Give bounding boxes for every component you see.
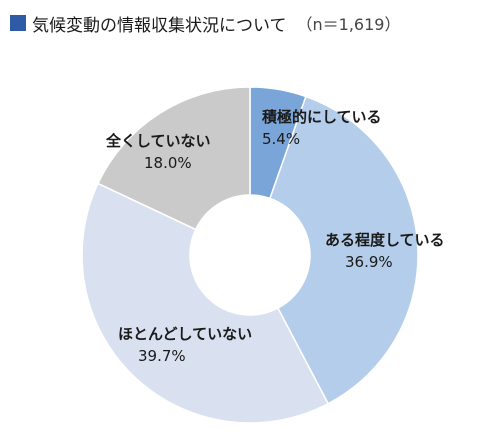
donut-slice-3 — [81, 182, 330, 424]
slice-value-3: 39.7% — [138, 347, 186, 365]
chart-title: 気候変動の情報収集状況について （n＝1,619） — [10, 8, 400, 38]
title-marker-icon — [10, 15, 26, 31]
slice-label-2: ある程度している — [325, 231, 445, 249]
donut-slice-4 — [96, 86, 251, 231]
slice-label-3: ほとんどしていない — [118, 325, 252, 343]
donut-labels: 積極的にしている 5.4% ある程度している 36.9% ほとんどしていない 39.7% 全… — [105, 108, 445, 365]
slice-value-2: 36.9% — [345, 253, 393, 271]
donut-slice-2 — [269, 95, 419, 405]
slice-label-4: 全くしていない — [105, 132, 211, 150]
slice-label-1: 積極的にしている — [261, 108, 382, 126]
slice-value-4: 18.0% — [144, 154, 192, 172]
chart-sample-size: （n＝1,619） — [296, 15, 401, 34]
donut-slices — [81, 86, 419, 424]
slice-value-1: 5.4% — [262, 130, 300, 148]
chart-title-text: 気候変動の情報収集状況について — [32, 15, 287, 36]
